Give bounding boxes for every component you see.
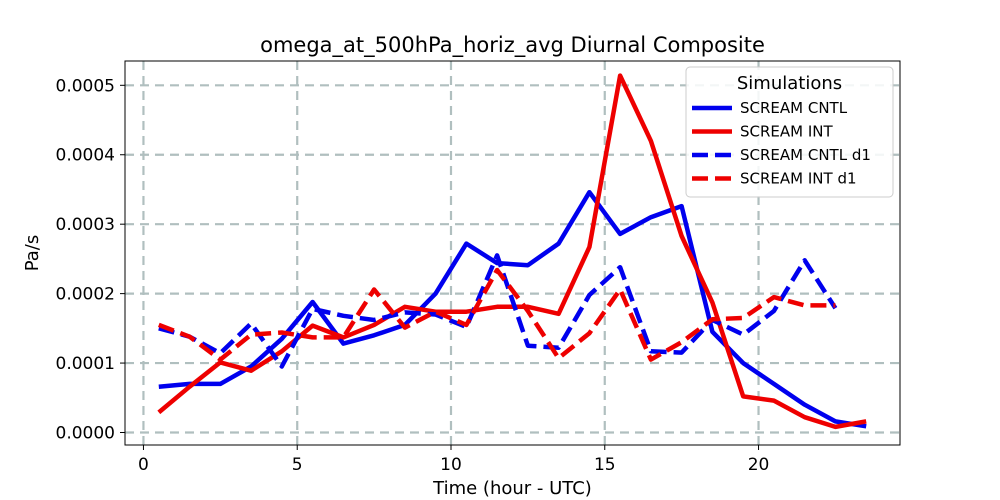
x-tick-label-0: 0 xyxy=(138,455,149,475)
y-tick-label-4: 0.0004 xyxy=(56,146,115,166)
plot-frame xyxy=(124,60,901,446)
legend-label-1: SCREAM CNTL xyxy=(740,99,848,117)
x-tick-label-1: 5 xyxy=(292,455,303,475)
y-tick-label-2: 0.0002 xyxy=(56,285,115,305)
y-tick-label-3: 0.0003 xyxy=(56,215,115,235)
axis-ticks: 0 5 10 15 20 0.0000 0.0001 0.0002 0.0003 0.0004 0.… xyxy=(56,76,770,475)
series-lines xyxy=(157,73,867,430)
series-line-4 xyxy=(157,267,836,362)
legend-title: Simulations xyxy=(737,73,842,94)
x-axis-label: Time (hour - UTC) xyxy=(432,478,592,499)
series-line-1 xyxy=(158,189,867,429)
x-tick-label-4: 20 xyxy=(748,455,770,475)
legend-box xyxy=(685,66,894,198)
x-tick-label-2: 10 xyxy=(440,455,462,475)
legend-label-2: SCREAM INT xyxy=(740,123,834,141)
y-tick-label-0: 0.0000 xyxy=(56,424,115,444)
legend-label-4: SCREAM INT d1 xyxy=(740,170,857,188)
series-line-3 xyxy=(158,253,838,369)
legend: Simulations SCREAM CNTL SCREAM INT SCREAM … xyxy=(685,66,894,198)
chart-title: omega_at_500hPa_horiz_avg Diurnal Compos… xyxy=(260,33,765,58)
y-tick-label-1: 0.0001 xyxy=(56,354,115,374)
y-tick-label-5: 0.0005 xyxy=(56,76,115,96)
x-tick-label-3: 15 xyxy=(594,455,616,475)
y-axis-label: Pa/s xyxy=(22,235,43,272)
legend-label-3: SCREAM CNTL d1 xyxy=(740,146,871,164)
